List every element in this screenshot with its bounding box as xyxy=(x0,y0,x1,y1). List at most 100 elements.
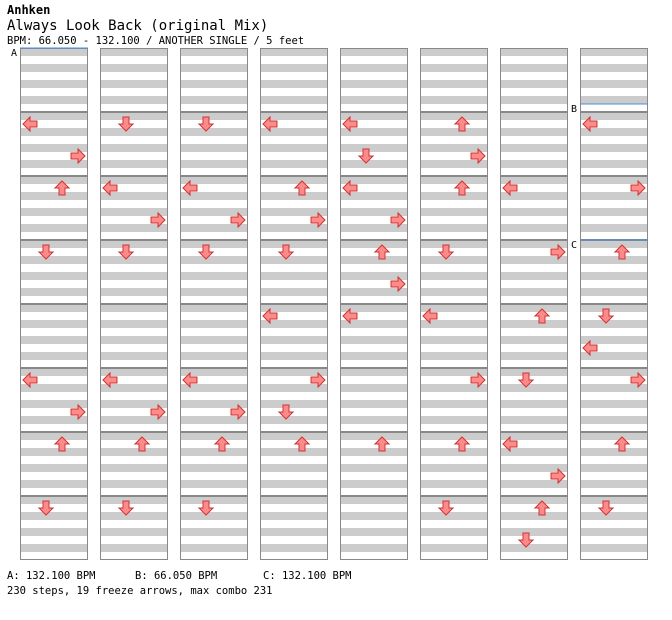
step-arrow xyxy=(437,244,455,260)
beat-stripe xyxy=(580,224,648,232)
beat-stripe xyxy=(100,256,168,264)
beat-stripe xyxy=(20,320,88,328)
beat-stripe xyxy=(420,432,488,440)
measure-border xyxy=(500,368,568,432)
beat-stripe xyxy=(420,48,488,56)
beat-stripe xyxy=(580,544,648,552)
step-arrow xyxy=(117,244,135,260)
beat-stripe xyxy=(500,48,568,56)
step-arrow xyxy=(150,403,166,421)
step-arrow xyxy=(613,436,631,452)
beat-stripe xyxy=(260,384,328,392)
beat-stripe xyxy=(420,528,488,536)
beat-stripe xyxy=(180,64,248,72)
beat-stripe xyxy=(500,336,568,344)
step-arrow xyxy=(230,403,246,421)
beat-stripe xyxy=(20,192,88,200)
beat-stripe xyxy=(20,176,88,184)
step-arrow xyxy=(102,179,118,197)
beat-stripe xyxy=(180,224,248,232)
measure-border xyxy=(500,112,568,176)
beat-stripe xyxy=(500,496,568,504)
measure-border xyxy=(180,432,248,496)
step-arrow xyxy=(310,211,326,229)
measure-border xyxy=(100,432,168,496)
beat-stripe xyxy=(180,80,248,88)
measure-border xyxy=(260,240,328,304)
beat-stripe xyxy=(420,256,488,264)
measure-border xyxy=(180,240,248,304)
measure-border xyxy=(20,112,88,176)
measure-border xyxy=(260,48,328,112)
beat-stripe xyxy=(260,80,328,88)
step-arrow xyxy=(373,436,391,452)
step-arrow xyxy=(53,180,71,196)
beat-stripe xyxy=(420,416,488,424)
beat-stripe xyxy=(260,272,328,280)
beat-stripe xyxy=(100,480,168,488)
beat-stripe xyxy=(20,240,88,248)
beat-stripe xyxy=(500,384,568,392)
measure-border xyxy=(180,496,248,560)
step-arrow xyxy=(37,500,55,516)
beat-stripe xyxy=(180,240,248,248)
step-arrow xyxy=(310,371,326,389)
beat-stripe xyxy=(580,496,648,504)
measure-border xyxy=(100,496,168,560)
step-arrow xyxy=(470,147,486,165)
beat-stripe xyxy=(500,544,568,552)
measure-border xyxy=(100,304,168,368)
beat-stripe xyxy=(340,384,408,392)
beat-stripe xyxy=(420,112,488,120)
beat-stripe xyxy=(420,352,488,360)
beat-stripe xyxy=(500,80,568,88)
beat-stripe xyxy=(580,288,648,296)
beat-stripe xyxy=(500,352,568,360)
step-arrow xyxy=(342,115,358,133)
beat-stripe xyxy=(260,112,328,120)
beat-stripe xyxy=(260,240,328,248)
step-arrow xyxy=(22,371,38,389)
beat-stripe xyxy=(100,192,168,200)
measure-border xyxy=(420,112,488,176)
beat-stripe xyxy=(420,496,488,504)
beat-stripe xyxy=(420,224,488,232)
beat-stripe xyxy=(100,80,168,88)
measure-border xyxy=(340,368,408,432)
beat-stripe xyxy=(20,96,88,104)
beat-stripe xyxy=(340,96,408,104)
measure-border xyxy=(340,496,408,560)
beat-stripe xyxy=(580,368,648,376)
beat-stripe xyxy=(180,448,248,456)
beat-stripe xyxy=(260,464,328,472)
step-arrow xyxy=(262,115,278,133)
beat-stripe xyxy=(500,64,568,72)
beat-stripe xyxy=(420,288,488,296)
beat-stripe xyxy=(20,112,88,120)
beat-stripe xyxy=(340,64,408,72)
step-arrow xyxy=(357,148,375,164)
measure-border xyxy=(100,112,168,176)
step-arrow xyxy=(437,500,455,516)
beat-stripe xyxy=(100,48,168,56)
step-arrow xyxy=(517,532,535,548)
beat-stripe xyxy=(100,448,168,456)
beat-stripe xyxy=(260,496,328,504)
beat-stripe xyxy=(100,96,168,104)
beat-stripe xyxy=(500,320,568,328)
step-arrow xyxy=(597,308,615,324)
beat-stripe xyxy=(420,192,488,200)
step-arrow xyxy=(533,500,551,516)
beat-stripe xyxy=(500,112,568,120)
beat-stripe xyxy=(180,288,248,296)
beat-stripe xyxy=(580,448,648,456)
beat-stripe xyxy=(20,256,88,264)
beat-stripe xyxy=(260,288,328,296)
measure-border xyxy=(260,304,328,368)
measure-border xyxy=(180,112,248,176)
beat-stripe xyxy=(340,128,408,136)
beat-stripe xyxy=(420,80,488,88)
beat-stripe xyxy=(20,288,88,296)
beat-stripe xyxy=(420,512,488,520)
beat-stripe xyxy=(100,288,168,296)
